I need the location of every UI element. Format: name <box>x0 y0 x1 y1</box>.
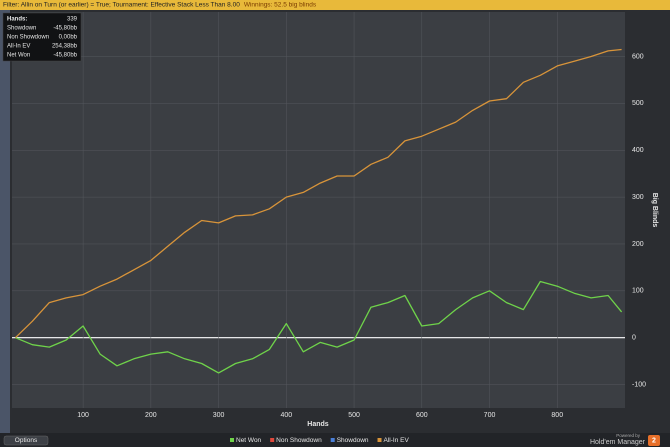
tooltip-label: Net Won <box>7 53 30 59</box>
x-tick-label: 800 <box>551 412 563 419</box>
x-tick-label: 400 <box>280 412 292 419</box>
tooltip-label: Showdown <box>7 26 36 32</box>
powered-by: Powered by <box>616 433 641 438</box>
legend-swatch <box>230 438 234 442</box>
x-tick-label: 300 <box>213 412 225 419</box>
x-tick-label: 600 <box>416 412 428 419</box>
y-tick-label: 400 <box>632 147 644 154</box>
tooltip-value: -45,80bb <box>53 53 77 59</box>
tooltip-value: 0,00bb <box>59 35 78 41</box>
y-tick-label: 0 <box>632 335 636 342</box>
filter-bar <box>0 0 670 10</box>
y-tick-label: 100 <box>632 288 644 295</box>
brand-badge: 2 <box>652 437 656 444</box>
legend-label: All-In EV <box>384 437 410 444</box>
legend-swatch <box>330 438 335 442</box>
y-tick-label: 300 <box>632 194 644 201</box>
tooltip-box <box>2 12 82 62</box>
x-tick-label: 500 <box>348 412 360 419</box>
legend-label: Non Showdown <box>276 437 322 444</box>
winnings-text: Winnings: 52.5 big blinds <box>244 2 317 9</box>
y-tick-label: 500 <box>632 100 644 107</box>
legend-label: Showdown <box>337 437 369 444</box>
x-axis-title: Hands <box>307 421 329 428</box>
x-tick-label: 100 <box>77 412 89 419</box>
y-tick-label: 600 <box>632 53 644 60</box>
y-tick-label: -100 <box>632 381 646 388</box>
brand: Hold'em Manager <box>590 439 646 446</box>
tooltip-value: -45,80bb <box>53 26 77 32</box>
series-line <box>14 48 622 339</box>
left-strip <box>0 0 10 447</box>
brand-logo <box>648 435 660 446</box>
y-tick-label: 200 <box>632 241 644 248</box>
legend-label: Net Won <box>236 437 262 444</box>
x-tick-label: 200 <box>145 412 157 419</box>
legend-swatch <box>377 438 382 442</box>
tooltip-value: 339 <box>67 17 78 23</box>
tooltip-label: All-In EV <box>7 44 30 50</box>
plot-area <box>12 12 625 408</box>
filter-text: Filter: Allin on Turn (or earlier) = Tru… <box>3 2 240 9</box>
options-button[interactable] <box>3 435 49 446</box>
tooltip-value: 254,38bb <box>52 44 78 50</box>
tooltip: Hands: 339 Showdown -45,80bb Non Showdown 0,0… <box>2 12 82 62</box>
bottom-bar <box>0 433 670 447</box>
tooltip-label: Non Showdown <box>7 35 49 41</box>
y-axis-title: Big Blinds <box>651 193 658 228</box>
legend-swatch <box>270 438 275 442</box>
options-label[interactable]: Options <box>15 437 38 444</box>
series-line <box>15 280 623 374</box>
tooltip-label: Hands: <box>7 17 27 23</box>
x-tick-label: 700 <box>484 412 496 419</box>
